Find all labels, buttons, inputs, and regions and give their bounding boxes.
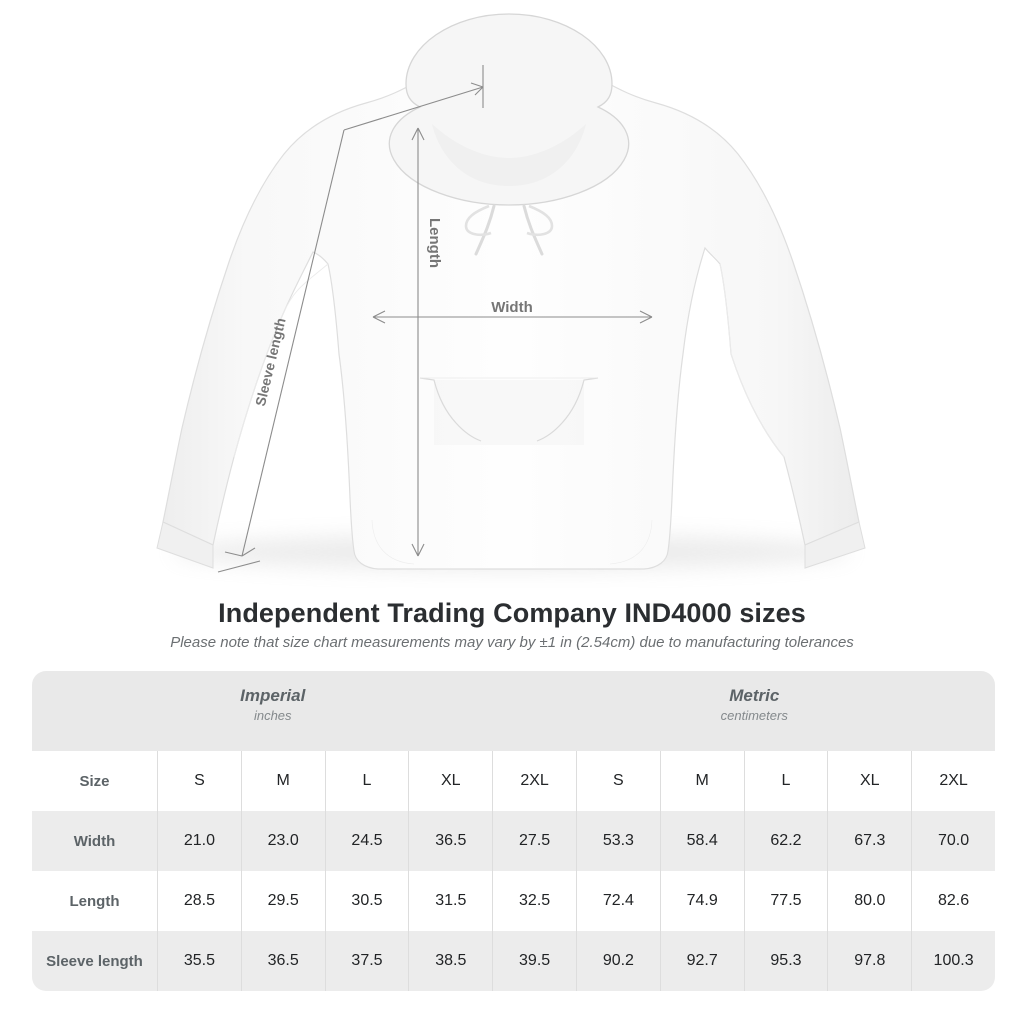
svg-text:Width: Width — [491, 299, 533, 316]
svg-text:Length: Length — [426, 218, 443, 268]
